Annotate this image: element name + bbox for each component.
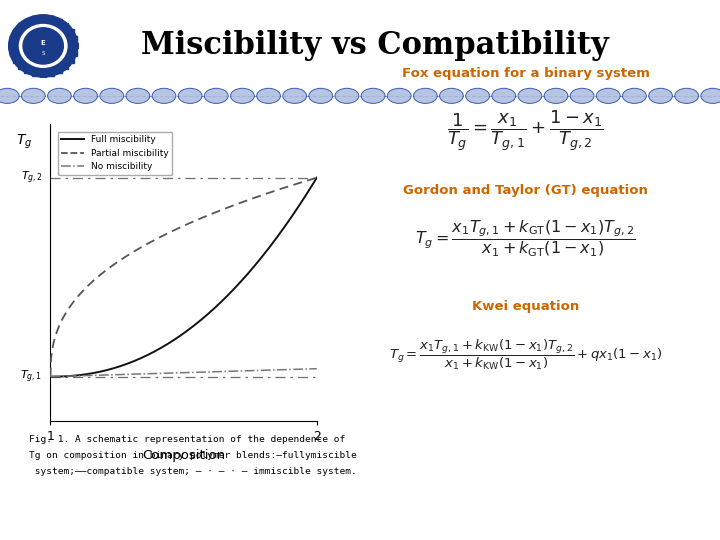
Text: Tg on composition in binary polymer blends:—fullymiscible: Tg on composition in binary polymer blen… bbox=[29, 451, 356, 460]
Bar bbox=[13, 29, 19, 34]
Bar bbox=[63, 64, 68, 69]
Circle shape bbox=[23, 28, 63, 64]
Ellipse shape bbox=[675, 88, 698, 103]
Bar bbox=[48, 71, 54, 76]
Text: S: S bbox=[42, 51, 45, 56]
Circle shape bbox=[19, 24, 67, 68]
No miscibility bbox=[312, 366, 321, 372]
Legend: Full miscibility, Partial miscibility, No miscibility: Full miscibility, Partial miscibility, N… bbox=[58, 132, 172, 175]
Partial miscibility bbox=[238, 199, 247, 205]
Bar bbox=[9, 51, 15, 56]
Bar bbox=[63, 23, 68, 28]
Bar bbox=[71, 36, 77, 41]
Bar bbox=[40, 72, 46, 77]
Bar bbox=[18, 64, 24, 69]
X-axis label: Composition: Composition bbox=[142, 449, 225, 462]
Ellipse shape bbox=[0, 88, 19, 103]
Text: Gordon and Taylor (GT) equation: Gordon and Taylor (GT) equation bbox=[403, 184, 648, 197]
Line: Partial miscibility: Partial miscibility bbox=[50, 178, 317, 377]
Full miscibility bbox=[46, 374, 55, 380]
Ellipse shape bbox=[73, 88, 97, 103]
Bar bbox=[32, 71, 38, 76]
Bar bbox=[72, 43, 78, 49]
Bar bbox=[18, 23, 24, 28]
No miscibility bbox=[238, 368, 247, 374]
Ellipse shape bbox=[623, 88, 647, 103]
Ellipse shape bbox=[701, 88, 720, 103]
Full miscibility bbox=[312, 174, 321, 181]
Ellipse shape bbox=[492, 88, 516, 103]
Ellipse shape bbox=[413, 88, 437, 103]
Bar bbox=[68, 58, 73, 63]
Ellipse shape bbox=[283, 88, 307, 103]
Full miscibility bbox=[240, 275, 248, 281]
Ellipse shape bbox=[152, 88, 176, 103]
Ellipse shape bbox=[335, 88, 359, 103]
Ellipse shape bbox=[544, 88, 568, 103]
Bar bbox=[13, 58, 19, 63]
No miscibility bbox=[240, 368, 248, 374]
Ellipse shape bbox=[204, 88, 228, 103]
No miscibility bbox=[133, 371, 142, 377]
Line: Full miscibility: Full miscibility bbox=[50, 178, 317, 377]
Text: $T_g$: $T_g$ bbox=[16, 133, 32, 151]
No miscibility bbox=[214, 368, 222, 375]
Bar bbox=[56, 68, 62, 73]
Bar bbox=[9, 36, 15, 41]
Ellipse shape bbox=[649, 88, 672, 103]
Bar bbox=[9, 43, 14, 49]
Text: $T_g = \dfrac{x_1 T_{g,1} + k_{\mathrm{GT}}(1-x_1)T_{g,2}}{x_1 + k_{\mathrm{GT}}: $T_g = \dfrac{x_1 T_{g,1} + k_{\mathrm{G… bbox=[415, 219, 636, 259]
Text: $T_g = \dfrac{x_1 T_{g,1} + k_{\mathrm{KW}}(1-x_1)T_{g,2}}{x_1 + k_{\mathrm{KW}}: $T_g = \dfrac{x_1 T_{g,1} + k_{\mathrm{K… bbox=[389, 338, 662, 372]
Ellipse shape bbox=[309, 88, 333, 103]
Bar bbox=[24, 68, 30, 73]
Ellipse shape bbox=[179, 88, 202, 103]
Ellipse shape bbox=[466, 88, 490, 103]
Bar bbox=[71, 51, 77, 56]
Bar bbox=[24, 18, 30, 24]
Partial miscibility bbox=[78, 288, 87, 295]
Ellipse shape bbox=[361, 88, 385, 103]
Full miscibility bbox=[238, 276, 247, 283]
Partial miscibility bbox=[240, 198, 248, 205]
Partial miscibility bbox=[214, 208, 222, 214]
Ellipse shape bbox=[48, 88, 71, 103]
Ellipse shape bbox=[256, 88, 280, 103]
Ellipse shape bbox=[518, 88, 541, 103]
Text: $\dfrac{1}{T_g} = \dfrac{x_1}{T_{g,1}} + \dfrac{1-x_1}{T_{g,2}}$: $\dfrac{1}{T_g} = \dfrac{x_1}{T_{g,1}} +… bbox=[447, 108, 604, 153]
Bar bbox=[56, 18, 62, 24]
Ellipse shape bbox=[230, 88, 254, 103]
Full miscibility bbox=[133, 356, 142, 363]
Ellipse shape bbox=[100, 88, 124, 103]
Ellipse shape bbox=[387, 88, 411, 103]
Bar bbox=[68, 29, 73, 34]
Full miscibility bbox=[152, 347, 161, 354]
Ellipse shape bbox=[440, 88, 464, 103]
Partial miscibility bbox=[46, 374, 55, 380]
Full miscibility bbox=[78, 372, 87, 378]
Text: E: E bbox=[41, 39, 45, 46]
Ellipse shape bbox=[570, 88, 594, 103]
No miscibility bbox=[152, 370, 161, 377]
Bar bbox=[48, 16, 54, 21]
Bar bbox=[40, 15, 46, 20]
Full miscibility bbox=[214, 302, 222, 308]
Circle shape bbox=[9, 15, 78, 77]
Ellipse shape bbox=[22, 88, 45, 103]
Partial miscibility bbox=[152, 236, 161, 242]
No miscibility bbox=[78, 373, 87, 379]
Text: $T_{g,1}$: $T_{g,1}$ bbox=[20, 368, 42, 385]
Text: $T_{g,2}$: $T_{g,2}$ bbox=[21, 170, 42, 186]
Ellipse shape bbox=[126, 88, 150, 103]
Partial miscibility bbox=[133, 246, 142, 253]
Text: Fig. 1. A schematic representation of the dependence of: Fig. 1. A schematic representation of th… bbox=[29, 435, 345, 444]
Text: Miscibility vs Compatibility: Miscibility vs Compatibility bbox=[140, 30, 608, 60]
No miscibility bbox=[46, 374, 55, 380]
Partial miscibility bbox=[312, 174, 321, 181]
Bar bbox=[32, 16, 38, 21]
Ellipse shape bbox=[596, 88, 620, 103]
Text: system;——compatible system; – · – · – immiscible system.: system;——compatible system; – · – · – im… bbox=[29, 467, 356, 476]
Text: Fox equation for a binary system: Fox equation for a binary system bbox=[402, 68, 649, 80]
Text: Kwei equation: Kwei equation bbox=[472, 300, 579, 313]
Line: No miscibility: No miscibility bbox=[50, 369, 317, 377]
